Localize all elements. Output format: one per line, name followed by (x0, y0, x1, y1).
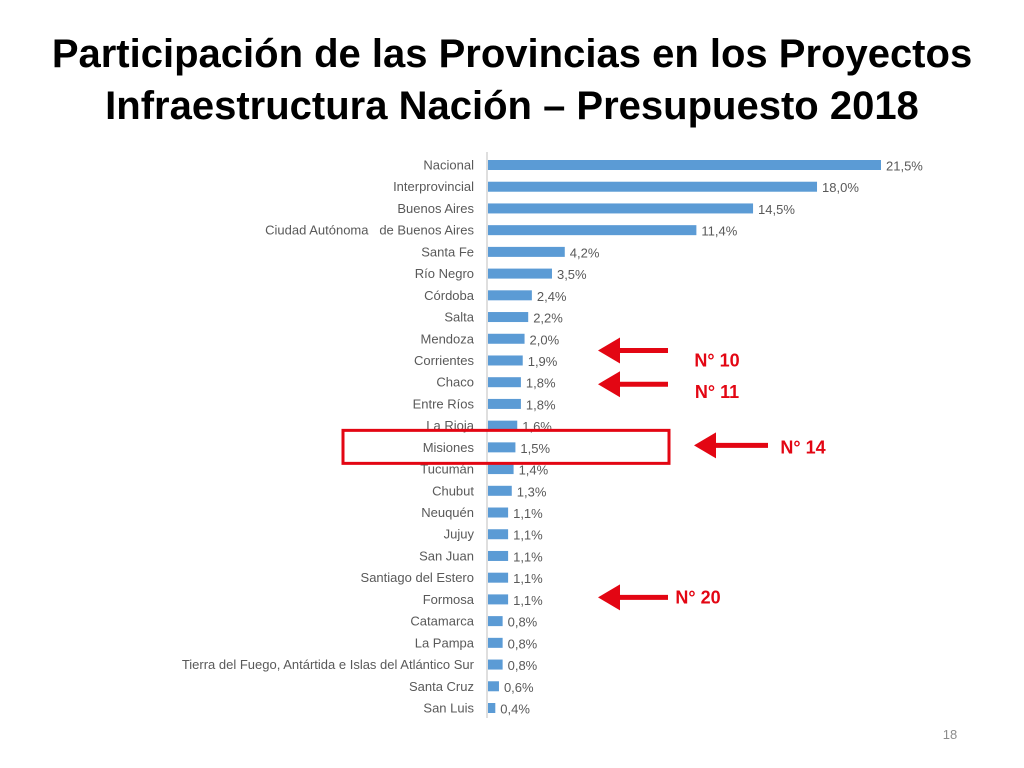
bar-mendoza (488, 333, 525, 344)
annotation-label-corrientes: N° 10 (694, 350, 739, 370)
value-label-tierra-del-fuego-antartida-e-islas-del-atlantico-sur: 0,8% (508, 658, 538, 673)
value-label-neuquen: 1,1% (513, 506, 543, 521)
category-label-mendoza: Mendoza (421, 331, 475, 346)
category-label-formosa: Formosa (423, 592, 475, 607)
category-label-jujuy: Jujuy (444, 527, 475, 542)
annotation-arrow-head-corrientes (598, 337, 620, 364)
value-label-salta: 2,2% (533, 311, 563, 326)
value-label-entre-rios: 1,8% (526, 397, 556, 412)
bar-chaco (488, 377, 521, 388)
category-label-tierra-del-fuego-antartida-e-islas-del-atlantico-sur: Tierra del Fuego, Antártida e Islas del … (182, 657, 475, 672)
category-label-san-luis: San Luis (423, 701, 474, 716)
bar-ciudad-autonoma-de-buenos-aires (488, 225, 697, 236)
value-label-corrientes: 1,9% (528, 354, 558, 369)
category-label-catamarca: Catamarca (410, 614, 474, 629)
bar-tierra-del-fuego-antartida-e-islas-del-atlantico-sur (488, 659, 503, 670)
value-label-san-juan: 1,1% (513, 549, 543, 564)
category-label-san-juan: San Juan (419, 548, 474, 563)
category-label-buenos-aires: Buenos Aires (397, 201, 474, 216)
value-label-santa-fe: 4,2% (570, 245, 600, 260)
value-label-tucuman: 1,4% (519, 463, 549, 478)
value-label-chaco: 1,8% (526, 376, 556, 391)
category-label-la-pampa: La Pampa (415, 635, 475, 650)
category-label-chubut: Chubut (432, 483, 474, 498)
bar-san-juan (488, 550, 509, 561)
value-label-santiago-del-estero: 1,1% (513, 571, 543, 586)
bar-catamarca (488, 616, 503, 627)
value-label-nacional: 21,5% (886, 159, 923, 174)
annotation-label-chaco: N° 11 (695, 382, 739, 402)
category-label-chaco: Chaco (436, 375, 474, 390)
slide-title: Participación de las Provincias en los P… (0, 28, 1024, 132)
category-label-santiago-del-estero: Santiago del Estero (361, 570, 474, 585)
value-label-formosa: 1,1% (513, 593, 543, 608)
value-label-interprovincial: 18,0% (822, 180, 859, 195)
bar-santa-cruz (488, 681, 499, 692)
value-label-rio-negro: 3,5% (557, 267, 587, 282)
category-label-salta: Salta (444, 310, 474, 325)
category-label-rio-negro: Río Negro (415, 266, 474, 281)
value-label-san-luis: 0,4% (500, 702, 530, 717)
value-label-misiones: 1,5% (520, 441, 550, 456)
bar-santa-fe (488, 246, 565, 257)
category-label-santa-cruz: Santa Cruz (409, 679, 474, 694)
highlight-box-misiones (341, 428, 671, 465)
bar-formosa (488, 594, 509, 605)
category-label-cordoba: Córdoba (424, 288, 475, 303)
category-label-ciudad-autonoma-de-buenos-aires: Ciudad Autónoma de Buenos Aires (265, 223, 474, 238)
slide-title-line-2: Infraestructura Nación – Presupuesto 201… (105, 84, 919, 128)
category-label-misiones: Misiones (423, 440, 475, 455)
bar-santiago-del-estero (488, 572, 509, 583)
bar-cordoba (488, 290, 532, 301)
bar-misiones (488, 442, 516, 453)
bar-salta (488, 312, 529, 323)
category-label-santa-fe: Santa Fe (421, 244, 474, 259)
bar-rio-negro (488, 268, 552, 279)
value-label-chubut: 1,3% (517, 484, 547, 499)
bar-corrientes (488, 355, 523, 366)
annotation-arrow-head-misiones (694, 432, 716, 459)
value-label-la-rioja: 1,6% (522, 419, 552, 434)
annotation-arrow-head-chaco (598, 371, 620, 398)
bar-jujuy (488, 529, 509, 540)
category-label-nacional: Nacional (423, 158, 474, 173)
bar-san-luis (488, 703, 496, 713)
category-label-interprovincial: Interprovincial (393, 179, 474, 194)
bar-buenos-aires (488, 203, 754, 214)
value-label-mendoza: 2,0% (530, 332, 560, 347)
bar-neuquen (488, 507, 509, 518)
category-label-entre-rios: Entre Ríos (413, 396, 475, 411)
bar-interprovincial (488, 181, 818, 192)
bar-la-pampa (488, 637, 503, 648)
annotation-label-misiones: N° 14 (780, 437, 825, 457)
category-label-corrientes: Corrientes (414, 353, 474, 368)
page-number: 18 (942, 727, 958, 742)
category-label-tucuman: Tucumán (420, 462, 474, 477)
value-label-buenos-aires: 14,5% (758, 202, 795, 217)
bar-chubut (488, 485, 512, 496)
value-label-la-pampa: 0,8% (508, 636, 538, 651)
bar-entre-rios (488, 398, 521, 409)
value-label-jujuy: 1,1% (513, 528, 543, 543)
value-label-catamarca: 0,8% (508, 615, 538, 630)
value-label-cordoba: 2,4% (537, 289, 567, 304)
bar-la-rioja (488, 420, 518, 431)
category-label-neuquen: Neuquén (421, 505, 474, 520)
slide-title-line-1: Participación de las Provincias en los P… (51, 32, 973, 76)
bar-tucuman (488, 464, 514, 475)
annotation-label-formosa: N° 20 (675, 587, 720, 607)
bar-nacional (488, 160, 881, 170)
value-label-ciudad-autonoma-de-buenos-aires: 11,4% (701, 224, 737, 239)
value-label-santa-cruz: 0,6% (504, 680, 534, 695)
annotation-arrow-head-formosa (598, 584, 620, 611)
